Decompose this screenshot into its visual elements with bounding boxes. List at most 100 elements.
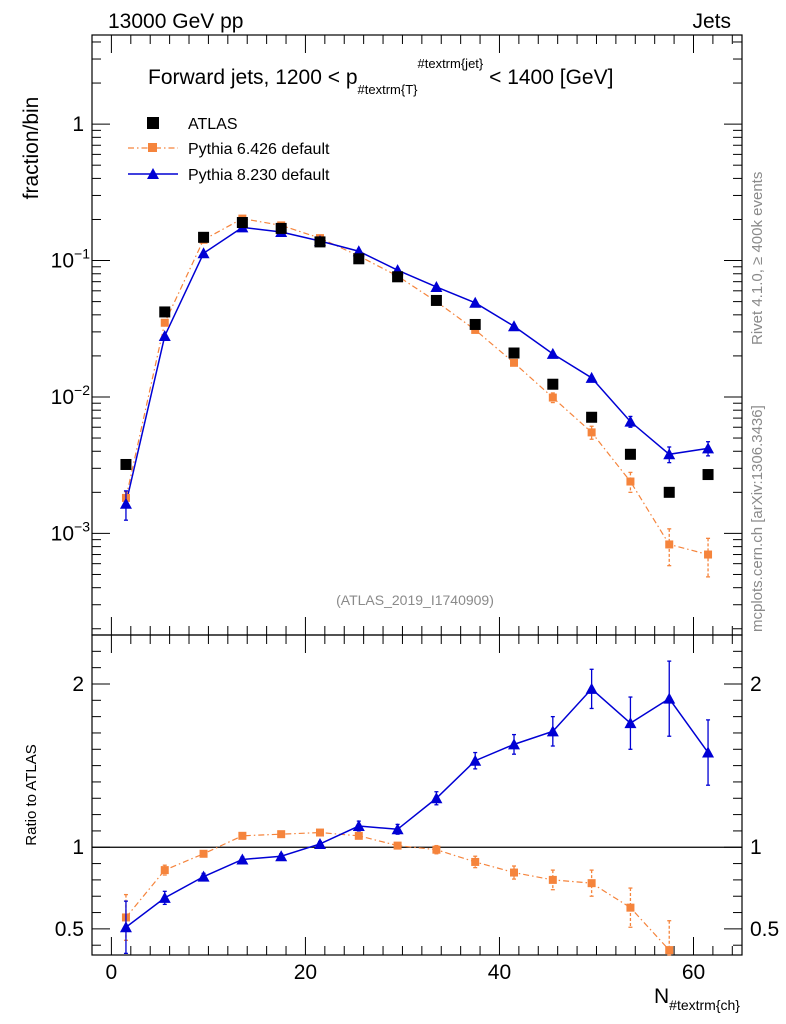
pythia8-point xyxy=(663,448,676,460)
ratio-pythia8-point xyxy=(702,746,715,758)
ratio-pythia8-line xyxy=(125,687,709,928)
ratio-pythia8-point xyxy=(624,717,637,729)
pythia6-point xyxy=(548,393,557,402)
ratio-pythia6-point xyxy=(393,841,402,850)
ratio-y-tick-label-right: 0.5 xyxy=(750,918,779,941)
pythia8-point xyxy=(119,497,132,509)
ratio-pythia8-point xyxy=(508,738,521,750)
atlas-point xyxy=(508,347,520,359)
atlas-point xyxy=(430,294,442,306)
ratio-y-tick-label-right: 1 xyxy=(750,836,762,859)
chart-title-tail: < 1400 [GeV] xyxy=(483,66,613,89)
ratio-pythia8-point xyxy=(430,792,443,804)
ratio-pythia8-point xyxy=(158,891,171,903)
pythia6-point xyxy=(704,550,713,559)
ratio-x-tick-label: 20 xyxy=(294,961,317,984)
main-y-axis: 110−110−210−3 xyxy=(51,41,742,630)
chart-title-subscript: #textrm{T} xyxy=(358,82,419,97)
atlas-point xyxy=(663,486,675,498)
ratio-pythia8-point xyxy=(585,682,598,694)
pythia6-point xyxy=(160,318,169,327)
main-y-tick-label-exponent: −3 xyxy=(74,518,90,534)
pythia6-series-line xyxy=(125,217,709,556)
pythia6-point xyxy=(626,477,635,486)
ratio-pythia8-point xyxy=(469,754,482,766)
header-jets-label: Jets xyxy=(692,10,731,33)
main-y-tick-label: 10−3 xyxy=(51,518,91,545)
pythia8-point xyxy=(430,280,443,292)
ratio-x-tick-label: 60 xyxy=(682,961,705,984)
legend-atlas-marker xyxy=(147,117,159,129)
main-y-tick-label-exponent: −1 xyxy=(74,246,90,262)
atlas-point xyxy=(547,378,559,390)
atlas-point xyxy=(236,217,248,229)
ratio-data-layer xyxy=(119,660,715,956)
ratio-y-tick-label: 0.5 xyxy=(55,918,84,941)
ratio-x-axis: 0 20 40 60 xyxy=(106,635,733,984)
main-y-tick-label: 10−1 xyxy=(51,246,91,273)
atlas-point xyxy=(392,271,404,283)
main-y-tick-label-exponent: −2 xyxy=(74,382,90,398)
pythia6-point xyxy=(665,540,674,549)
main-y-axis-label: fraction/bin xyxy=(20,97,43,200)
atlas-point xyxy=(702,469,714,481)
ratio-pythia8-point xyxy=(119,921,132,933)
ratio-pythia8-point xyxy=(546,725,559,737)
x-axis-label: N#textrm{ch} xyxy=(654,985,740,1013)
mcplots-label: mcplots.cern.ch [arXiv:1306.3436] xyxy=(749,405,766,632)
ratio-pythia6-point xyxy=(160,866,169,875)
ratio-pythia6-point xyxy=(510,868,519,877)
ratio-pythia6-point xyxy=(315,828,324,837)
legend-pythia6-marker xyxy=(148,143,157,152)
legend-pythia8-marker xyxy=(147,168,159,179)
pythia8-point xyxy=(546,347,559,359)
pythia8-point xyxy=(197,247,210,259)
atlas-point xyxy=(314,236,326,248)
ratio-pythia8-point xyxy=(352,820,365,832)
analysis-watermark: (ATLAS_2019_I1740909) xyxy=(336,592,494,608)
main-y-tick-label-base: 10 xyxy=(51,250,74,273)
ratio-panel: 0.5 0.5 1 1 2 2 0 20 40 60 Ratio to ATLAS N#text… xyxy=(23,634,779,1013)
atlas-point xyxy=(159,306,171,318)
ratio-pythia8-point xyxy=(236,853,249,865)
ratio-pythia6-point xyxy=(548,875,557,884)
main-y-tick-label: 1 xyxy=(72,113,84,136)
ratio-pythia8-point xyxy=(663,692,676,704)
ratio-frame xyxy=(91,634,743,956)
legend-atlas-label: ATLAS xyxy=(188,116,238,133)
x-axis-label-subscript: #textrm{ch} xyxy=(669,997,740,1013)
pythia8-point xyxy=(624,415,637,427)
atlas-point xyxy=(469,318,481,330)
main-y-tick-label-base: 10 xyxy=(51,386,74,409)
ratio-pythia8-point xyxy=(275,850,288,862)
chart-title-superscript: #textrm{jet} xyxy=(418,56,484,71)
ratio-y-tick-label-right: 2 xyxy=(750,673,762,696)
ratio-pythia6-point xyxy=(199,849,208,858)
ratio-x-tick-label: 40 xyxy=(488,961,511,984)
atlas-point xyxy=(120,458,132,470)
pythia8-point xyxy=(585,371,598,383)
main-panel: 110−110−210−3 fraction/bin Forward jets,… xyxy=(20,34,743,636)
atlas-point xyxy=(198,231,210,243)
main-y-tick-label-base: 10 xyxy=(51,522,74,545)
x-axis-label-main: N xyxy=(654,985,669,1008)
ratio-y-tick-label: 2 xyxy=(72,673,84,696)
atlas-point xyxy=(624,448,636,460)
atlas-point xyxy=(275,222,287,234)
ratio-pythia6-point xyxy=(587,879,596,888)
chart-title: Forward jets, 1200 < p#textrm{T} #textrm{… xyxy=(148,56,613,97)
ratio-pythia6-point xyxy=(277,830,286,839)
rivet-label: Rivet 4.1.0, ≥ 400k events xyxy=(749,172,766,345)
ratio-pythia6-point xyxy=(432,845,441,854)
ratio-pythia6-point xyxy=(354,831,363,840)
ratio-y-tick-label: 1 xyxy=(72,836,84,859)
ratio-x-tick-label: 0 xyxy=(106,961,118,984)
ratio-pythia6-point xyxy=(238,831,247,840)
legend-pythia6-label: Pythia 6.426 default xyxy=(188,141,330,158)
pythia6-point xyxy=(510,358,519,367)
main-x-axis xyxy=(110,35,733,635)
pythia8-point xyxy=(469,296,482,308)
ratio-pythia8-point xyxy=(313,837,326,849)
legend: ATLAS Pythia 6.426 default Pythia 8.230 … xyxy=(128,116,330,184)
ratio-pythia6-point xyxy=(665,946,674,955)
